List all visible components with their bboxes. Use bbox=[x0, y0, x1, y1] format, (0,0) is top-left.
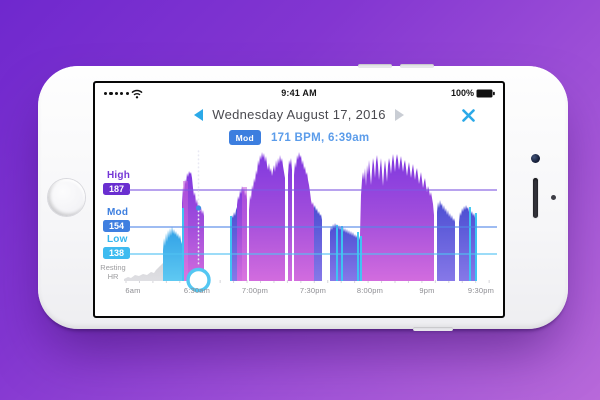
volume-button[interactable] bbox=[400, 64, 434, 68]
hr-area-segment bbox=[437, 200, 455, 281]
cyan-stripe bbox=[475, 213, 477, 281]
cyan-stripe bbox=[336, 225, 338, 281]
earpiece-speaker bbox=[533, 178, 538, 218]
hr-area-segment bbox=[330, 223, 360, 281]
resting-hr-label: Resting HR bbox=[100, 263, 126, 281]
status-time: 9:41 AM bbox=[281, 88, 317, 98]
zone-high-value: 187 bbox=[103, 182, 130, 195]
selected-point-dot bbox=[195, 205, 202, 211]
hr-area-segment bbox=[360, 154, 434, 281]
hr-area-segment bbox=[288, 158, 292, 281]
x-axis-label: 7:30pm bbox=[299, 286, 327, 295]
selected-zone-badge: Mod bbox=[228, 130, 261, 145]
cyan-stripe bbox=[469, 207, 471, 281]
zone-mod-label: Mod bbox=[107, 207, 129, 218]
cyan-stripe bbox=[360, 236, 362, 281]
x-axis-label: 8:00pm bbox=[356, 286, 384, 295]
zone-low-value: 138 bbox=[103, 246, 130, 259]
close-button close-icon[interactable] bbox=[462, 109, 475, 122]
volume-button[interactable] bbox=[358, 64, 392, 68]
cyan-stripe bbox=[182, 208, 184, 281]
heart-rate-chart[interactable] bbox=[95, 83, 503, 316]
x-axis-label: 9pm bbox=[419, 286, 435, 295]
prev-day-button chevron-left-icon[interactable] bbox=[194, 108, 204, 121]
zone-high-label: High bbox=[107, 170, 131, 181]
hr-area-segment bbox=[314, 205, 322, 281]
zone-low-label: Low bbox=[107, 234, 128, 245]
x-axis: 6am 6:30am 7:00pm 7:30pm 8:00pm 9pm 9:30pm bbox=[95, 286, 503, 298]
x-axis-label: 7:00pm bbox=[241, 286, 269, 295]
phone-body: 9:41 AM 100% Wednesday August 17, 2016 M… bbox=[38, 64, 568, 331]
hr-area-segment bbox=[459, 205, 477, 281]
battery-percent: 100% bbox=[450, 88, 474, 98]
next-day-button chevron-right-icon[interactable] bbox=[394, 108, 404, 121]
zone-mod: Mod 154 bbox=[103, 207, 143, 232]
front-camera-icon bbox=[531, 154, 540, 163]
hr-area-segment bbox=[249, 152, 285, 281]
ambient-sensor-icon bbox=[551, 195, 556, 200]
cyan-stripe bbox=[357, 232, 359, 281]
hr-area-segment bbox=[294, 152, 314, 281]
hr-area-segment bbox=[124, 263, 163, 281]
cyan-stripe bbox=[230, 216, 232, 281]
x-axis-label: 6:30am bbox=[183, 286, 211, 295]
zone-mod-value: 154 bbox=[103, 219, 130, 232]
wifi-icon bbox=[131, 89, 143, 99]
signal-dots-icon bbox=[104, 92, 129, 96]
zone-low: Low 138 bbox=[103, 234, 143, 259]
selected-reading: 171 BPM, 6:39am bbox=[270, 131, 370, 144]
home-button[interactable] bbox=[48, 179, 85, 216]
date-title: Wednesday August 17, 2016 bbox=[212, 107, 386, 122]
zone-high: High 187 bbox=[103, 170, 143, 195]
scrubber-handle[interactable] bbox=[186, 267, 211, 293]
screen: 9:41 AM 100% Wednesday August 17, 2016 M… bbox=[93, 81, 505, 318]
battery-icon bbox=[476, 89, 495, 98]
x-axis-label: 6am bbox=[125, 286, 141, 295]
x-axis-label: 9:30pm bbox=[467, 286, 495, 295]
power-button[interactable] bbox=[413, 327, 453, 331]
